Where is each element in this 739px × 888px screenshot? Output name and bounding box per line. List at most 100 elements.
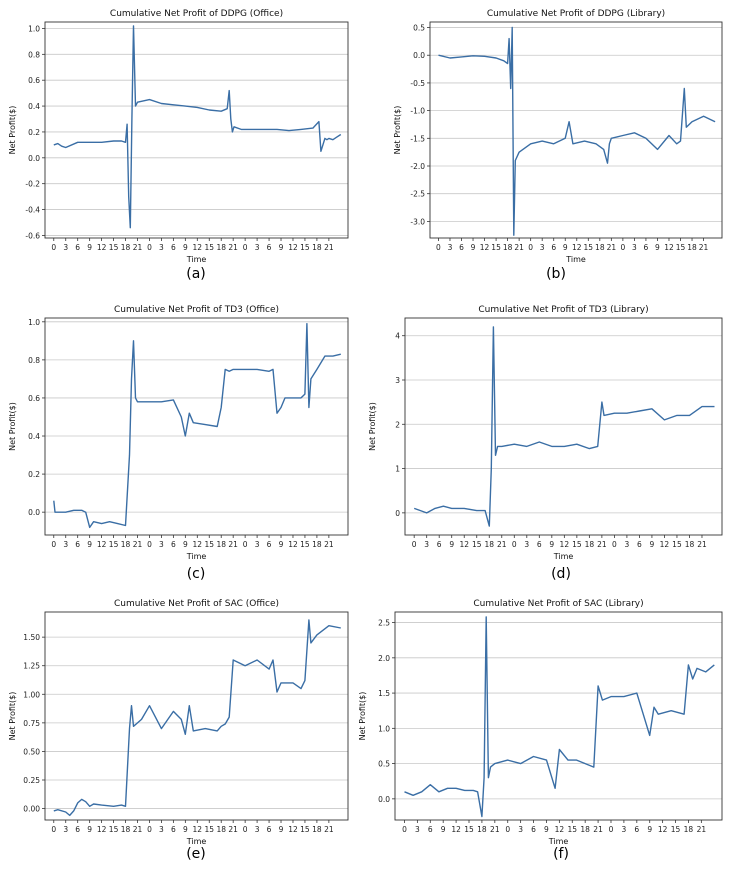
axes-frame [429,21,723,239]
y-axis-label: Net Profit($) [8,692,17,741]
y-axis-label: Net Profit($) [8,106,17,155]
x-tick-label: 0 [147,825,152,834]
panel-caption: (b) [546,266,566,282]
x-tick-label: 15 [300,540,310,549]
y-tick-label: 0.25 [23,776,40,785]
chart-panel: 0.00.51.01.52.02.50 3 6 9 12 15 18 21 0 3 6 9 12 15 18… [358,599,723,862]
x-tick-label: 12 [193,540,203,549]
y-tick-label: 0.2 [28,470,40,479]
x-tick-label: 0 [505,825,510,834]
axes-frame [44,611,349,821]
x-tick-label: 3 [63,540,68,549]
x-tick-label: 0 [147,243,152,252]
x-tick-label: 15 [204,825,214,834]
x-tick-label: 9 [647,825,652,834]
x-tick-label: 6 [551,243,556,252]
x-tick-label: 0 [612,540,617,549]
chart-title: Cumulative Net Profit of DDPG (Office) [110,9,283,19]
x-tick-label: 15 [204,540,214,549]
y-tick-label: -0.4 [25,206,40,215]
y-tick-label: 0.8 [28,50,40,59]
chart-panel: -3.0-2.5-2.0-1.5-1.0-0.50.00.50 3 6 9 12 15 18… [393,9,723,282]
x-tick-label: 18 [503,243,513,252]
x-tick-label: 6 [267,243,272,252]
chart-title: Cumulative Net Profit of SAC (Office) [114,599,279,609]
x-tick-label: 9 [441,825,446,834]
x-tick-label: 21 [228,825,238,834]
y-tick-label: 0.4 [28,432,40,441]
y-tick-label: 1.00 [23,690,40,699]
x-tick-label: 6 [267,825,272,834]
x-tick-label: 15 [204,243,214,252]
x-tick-label: 3 [255,825,260,834]
x-tick-label: 12 [288,825,298,834]
y-tick-label: 2 [395,420,400,429]
x-tick-label: 3 [255,540,260,549]
x-tick-label: 3 [625,540,630,549]
x-tick-label: 15 [109,243,119,252]
y-tick-label: -1.5 [410,134,425,143]
x-tick-label: 12 [288,243,298,252]
x-tick-label: 3 [424,540,429,549]
x-tick-label: 0 [147,540,152,549]
x-tick-label: 15 [672,540,682,549]
x-axis-label: Time [553,552,574,561]
x-tick-label: 18 [121,243,131,252]
x-tick-label: 18 [312,243,322,252]
x-tick-label: 3 [63,243,68,252]
x-tick-label: 15 [109,825,119,834]
x-tick-label: 9 [183,540,188,549]
x-tick-label: 18 [121,825,131,834]
x-tick-label: 6 [171,825,176,834]
x-tick-label: 15 [676,243,686,252]
x-tick-label: 15 [584,243,594,252]
x-tick-label: 18 [684,825,694,834]
x-tick-label: 9 [183,243,188,252]
y-tick-label: -0.6 [25,231,40,240]
series-line [438,26,716,236]
y-tick-label: 0.8 [28,356,40,365]
y-tick-label: 0.0 [413,51,425,60]
chart-panel: 0.000.250.500.751.001.251.500 3 6 9 12 15 18 21… [8,599,349,862]
y-tick-label: 0.0 [378,795,390,804]
x-tick-label: 3 [540,243,545,252]
x-tick-label: 12 [193,243,203,252]
x-tick-label: 6 [537,540,542,549]
x-axis-label: Time [186,552,207,561]
panel-caption: (e) [186,846,206,862]
panel-caption: (d) [551,566,571,582]
x-tick-label: 9 [655,243,660,252]
x-tick-label: 15 [109,540,119,549]
x-axis-label: Time [186,255,207,264]
y-tick-label: -0.2 [25,180,40,189]
y-tick-label: 2.5 [378,619,390,628]
y-tick-label: 4 [395,332,400,341]
x-tick-label: 3 [622,825,627,834]
x-tick-label: 21 [133,825,143,834]
y-tick-label: 0.75 [23,719,40,728]
x-tick-label: 6 [75,825,80,834]
x-tick-label: 0 [51,243,56,252]
x-tick-label: 18 [687,243,697,252]
y-tick-label: 1.0 [28,318,40,327]
x-tick-label: 6 [437,540,442,549]
x-tick-label: 18 [121,540,131,549]
x-tick-label: 15 [472,540,482,549]
axes-frame [44,21,349,239]
y-tick-label: 1.25 [23,662,40,671]
x-tick-label: 21 [228,540,238,549]
y-tick-label: 0.0 [28,154,40,163]
x-tick-label: 21 [133,243,143,252]
chart-panel: -0.6-0.4-0.20.00.20.40.60.81.00 3 6 9 12 15 18… [8,9,349,282]
x-tick-label: 6 [644,243,649,252]
x-tick-label: 9 [279,243,284,252]
x-tick-label: 9 [544,825,549,834]
y-tick-label: 0.6 [28,394,40,403]
y-tick-label: -1.0 [410,107,425,116]
x-tick-label: 6 [531,825,536,834]
x-tick-label: 18 [484,540,494,549]
y-axis-label: Net Profit($) [8,402,17,451]
x-tick-label: 12 [451,825,461,834]
